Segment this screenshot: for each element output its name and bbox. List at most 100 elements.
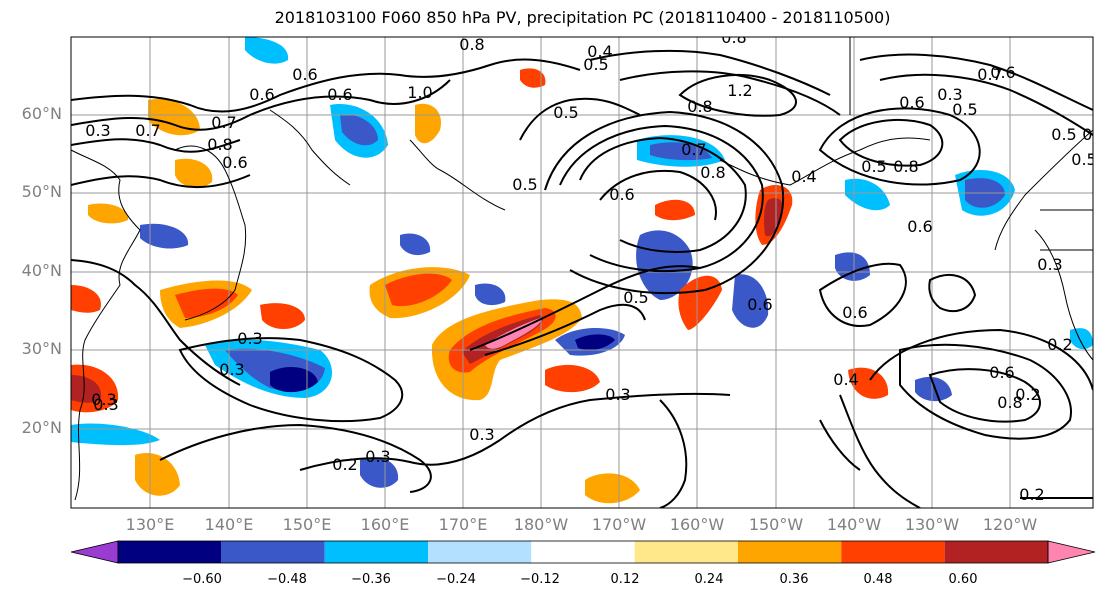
pv-contour (299, 392, 731, 471)
contour-label: 0.5 (623, 288, 648, 307)
precip-positive-region (655, 199, 695, 221)
contour-label: 0.6 (1082, 125, 1105, 144)
contour-label: 0.3 (85, 121, 110, 140)
precip-negative-region (340, 114, 378, 146)
contour-label: 1.2 (727, 81, 752, 100)
precip-positive-region (88, 203, 129, 224)
contour-label: 0.4 (587, 42, 612, 61)
pv-contour (879, 73, 1093, 136)
contour-label: 0.6 (292, 65, 317, 84)
contour-label: 0.8 (459, 35, 484, 54)
precip-positive-region (415, 103, 441, 144)
contour-label: 0.5 (1071, 150, 1096, 169)
colorbar-tick-label: −0.24 (436, 572, 476, 587)
coastline (269, 109, 351, 186)
contour-label: 0.6 (609, 185, 634, 204)
contour-label: 0.6 (249, 85, 274, 104)
lat-label: 20°N (21, 418, 62, 437)
colorbar-swatch (118, 541, 222, 563)
colorbar-swatch (324, 541, 428, 563)
contour-label: 0.6 (899, 93, 924, 112)
colorbar-swatch (738, 541, 842, 563)
pv-contour (838, 119, 944, 167)
pv-contour (559, 124, 764, 273)
pv-contour (178, 337, 404, 423)
contour-label: 0.8 (721, 28, 746, 47)
contour-label: 0.8 (687, 97, 712, 116)
contour-label: 0.7 (135, 121, 160, 140)
contour-label: 0.2 (1019, 485, 1044, 504)
colorbar-frame (117, 540, 1049, 564)
colorbar-swatch (841, 541, 945, 563)
contour-label: 0.3 (93, 395, 118, 414)
coastline (71, 149, 141, 501)
pv-contour (869, 328, 1093, 391)
precip-negative-region (400, 233, 431, 256)
precip-negative-region (140, 223, 189, 249)
precip-negative-region (575, 334, 615, 350)
lon-label: 160°E (360, 515, 410, 534)
contour-label: 0.7 (211, 113, 236, 132)
lon-label: 180°W (513, 515, 569, 534)
contour-label: 0.3 (605, 385, 630, 404)
coastline (1034, 229, 1093, 361)
pv-contour (619, 70, 841, 116)
lon-label: 170°W (591, 515, 647, 534)
colorbar-tick-label: −0.12 (520, 572, 560, 587)
contour-label: 0.4 (791, 167, 816, 186)
colorbar-swatch (944, 541, 1048, 563)
pv-contour (71, 138, 241, 153)
pv-contour (859, 53, 1093, 111)
precip-negative-region (835, 252, 870, 281)
colorbar-swatch (531, 541, 635, 563)
pv-contour (599, 169, 717, 221)
pv-contour (579, 136, 747, 253)
colorbar-swatch (428, 541, 532, 563)
pv-contour (928, 368, 1041, 423)
contour-label: 0.7 (681, 140, 706, 159)
contour-label: 0.4 (833, 370, 858, 389)
contour-label: 1.0 (407, 83, 432, 102)
colorbar-tick-label: 0.36 (779, 572, 809, 587)
pv-contour (678, 74, 797, 117)
lat-label: 50°N (21, 182, 62, 201)
pv-contour (159, 423, 432, 493)
lat-label: 40°N (21, 261, 62, 280)
coastlines (71, 37, 1093, 501)
pv-contour (71, 174, 251, 189)
contour-label: 0.6 (842, 303, 867, 322)
colorbar-extend-high (1047, 540, 1096, 564)
pv-contour (818, 107, 981, 186)
precip-positive-region (175, 158, 213, 188)
pv-contours (71, 49, 1093, 508)
contour-label: 0.5 (512, 175, 537, 194)
colorbar-tick-label: 0.60 (948, 572, 978, 587)
lon-label: 170°E (438, 515, 488, 534)
map-frame (70, 36, 1094, 509)
pv-contour (469, 265, 701, 351)
precip-positive-region (71, 285, 101, 313)
colorbar-tick-label: −0.48 (267, 572, 307, 587)
precip-positive-region (520, 68, 546, 88)
pv-contour (484, 303, 646, 356)
precip-negative-region (270, 367, 318, 393)
contour-label: 0.2 (1015, 385, 1040, 404)
colorbar-tick-label: 0.12 (610, 572, 640, 587)
contour-label: 0.8 (893, 157, 918, 176)
precip-positive-region (260, 303, 305, 329)
pv-contour (519, 97, 641, 141)
coastline (719, 137, 931, 186)
coastline (409, 139, 506, 211)
pv-contour (71, 58, 581, 113)
contour-label: 0.6 (907, 217, 932, 236)
precip-negative-region (475, 283, 506, 306)
contour-label: 0.8 (207, 135, 232, 154)
contour-label: 0.3 (469, 425, 494, 444)
precip-positive-region (678, 275, 722, 330)
lat-label: 30°N (21, 339, 62, 358)
pv-contour (659, 399, 688, 508)
precipitation-shading (71, 37, 1093, 504)
pv-contour (544, 110, 785, 295)
pv-contour (839, 394, 921, 508)
coastline (174, 145, 247, 321)
